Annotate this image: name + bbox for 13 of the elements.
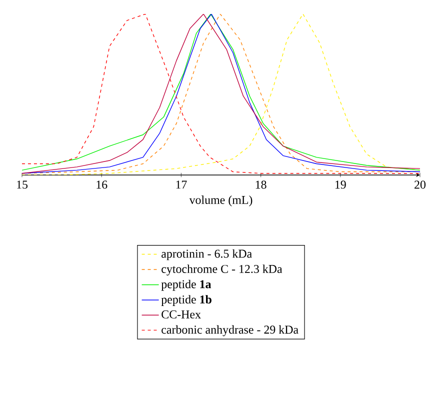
x-tick-label: 16 [96, 180, 108, 189]
x-tick-label: 20 [414, 180, 426, 189]
legend-label: aprotinin - 6.5 kDa [162, 249, 252, 260]
legend-label: peptide 1b [161, 295, 212, 306]
x-tick-label: 19 [335, 180, 346, 189]
x-axis-title: volume (mL) [189, 196, 252, 206]
x-tick-label: 15 [17, 180, 28, 189]
legend-label: carbonic anhydrase - 29 kDa [162, 325, 298, 336]
x-tick-label: 18 [256, 180, 266, 189]
legend-label: peptide 1a [161, 280, 212, 291]
legend-label: CC-Hex [162, 310, 201, 318]
legend-label: cytochrome C - 12.3 kDa [162, 264, 282, 276]
x-tick-label: 17 [176, 180, 187, 189]
